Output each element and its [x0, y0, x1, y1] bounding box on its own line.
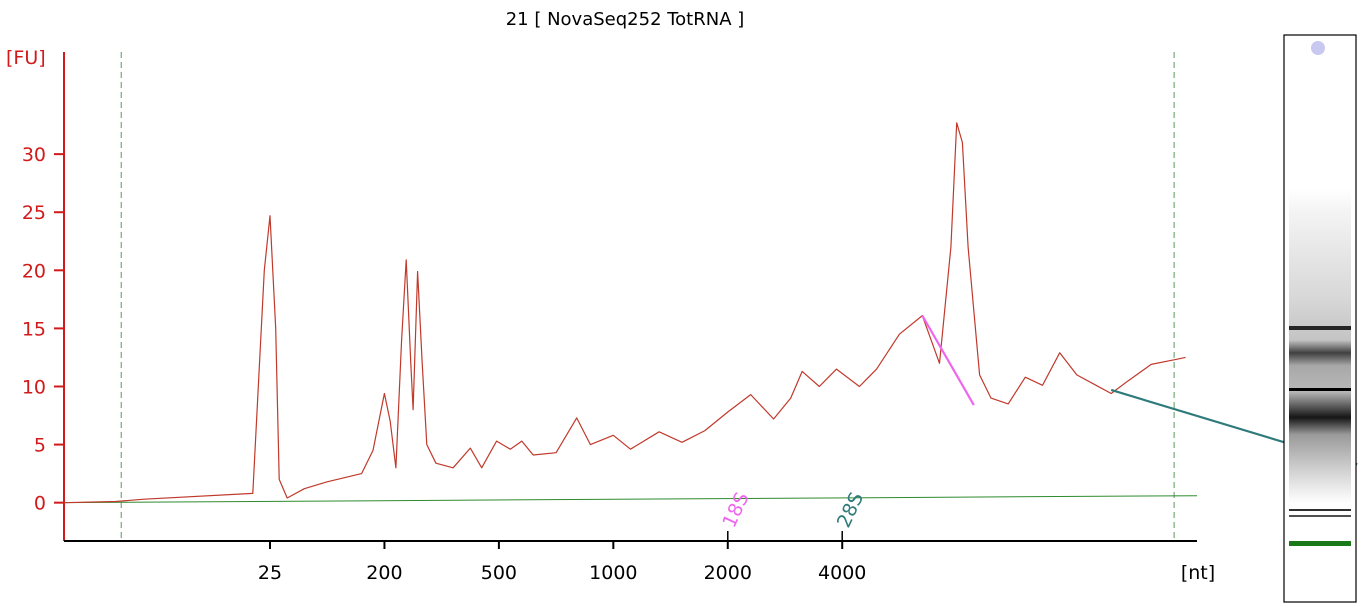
gel-lane-image — [1283, 34, 1357, 603]
annotation-label-28s: 28S — [833, 489, 868, 531]
y-tick-label: 25 — [22, 202, 46, 224]
peak-18s-integration-line — [921, 315, 975, 406]
y-tick-label: 30 — [22, 144, 46, 166]
x-tick-label: 25 — [258, 562, 282, 584]
gel-top-marker-dot — [1311, 41, 1325, 55]
y-tick-label: 10 — [22, 376, 46, 398]
x-tick-label: 2000 — [704, 562, 752, 584]
gel-marker-band — [1289, 541, 1351, 546]
baseline-line — [63, 495, 1198, 504]
x-tick-label: 4000 — [818, 562, 866, 584]
x-tick-label: 500 — [481, 562, 517, 584]
y-tick-label: 5 — [34, 435, 46, 457]
annotation-label-18s: 18S — [718, 489, 753, 531]
y-tick-label: 0 — [34, 493, 46, 515]
y-tick-label: 15 — [22, 318, 46, 340]
signal-trace-line — [63, 122, 1186, 504]
x-tick-label: 200 — [366, 562, 402, 584]
x-tick-label: 1000 — [589, 562, 637, 584]
plot-area: 0 5 10 15 20 25 30 25 200 500 1000 2000 4000 18S 28S — [22, 52, 1358, 584]
y-tick-label: 20 — [22, 260, 46, 282]
gel-band — [1289, 326, 1351, 330]
gel-band — [1289, 509, 1351, 511]
gel-lane-band-region — [1289, 125, 1351, 555]
gel-band — [1289, 388, 1351, 391]
gel-band — [1289, 515, 1351, 517]
y-axis-unit-label: [FU] — [6, 47, 46, 69]
x-axis-unit-label: [nt] — [1181, 562, 1215, 584]
chart-title: 21 [ NovaSeq252 TotRNA ] — [506, 9, 745, 30]
